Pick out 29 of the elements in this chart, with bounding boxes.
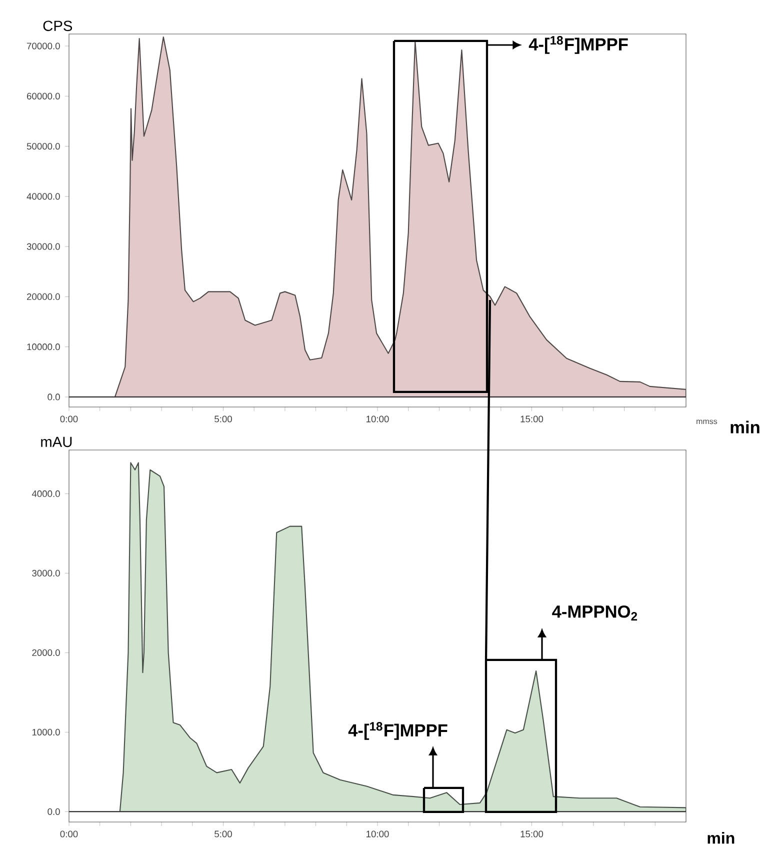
annotation: 4-[$^{18}$F]MPPF (528, 36, 628, 54)
y-tick-label: 40000.0 (26, 193, 60, 200)
y-tick-label: 2000.0 (32, 649, 60, 656)
text: min (730, 420, 760, 434)
y-tick-label: 30000.0 (26, 243, 60, 250)
annotation: 4-MPPNO$_{2}$ (552, 605, 638, 621)
y-tick-label: 70000.0 (27, 42, 60, 50)
y-tick-label: 50000.0 (26, 143, 60, 150)
x-tick-label: 0:00 (60, 416, 78, 422)
x-tick-label: 5:00 (214, 416, 232, 422)
y-tick-label: 1000.0 (32, 728, 60, 736)
x-axis-title: min (708, 832, 734, 844)
y-tick-label: 0.0 (48, 808, 60, 815)
y-tick-label: 10000.0 (27, 344, 60, 350)
y-axis-title: mAU (41, 436, 72, 448)
y-tick-label: 60000.0 (27, 92, 60, 100)
y-tick-label: 4000.0 (32, 490, 60, 498)
x-tick-label: 10:00 (366, 830, 389, 838)
y-axis-title: CPS (43, 20, 72, 32)
x-axis-title: mmss (696, 420, 718, 424)
y-tick-label: 0.0 (48, 394, 60, 400)
x-tick-label: 0:00 (60, 830, 78, 838)
x-tick-label: 5:00 (214, 830, 232, 838)
y-tick-label: 20000.0 (27, 293, 60, 300)
x-tick-label: 15:00 (520, 830, 544, 838)
x-tick-label: 15:00 (520, 416, 544, 422)
annotation: 4-[$^{18}$F]MPPF (348, 722, 448, 740)
x-tick-label: 10:00 (366, 416, 389, 422)
y-tick-label: 3000.0 (32, 570, 60, 576)
